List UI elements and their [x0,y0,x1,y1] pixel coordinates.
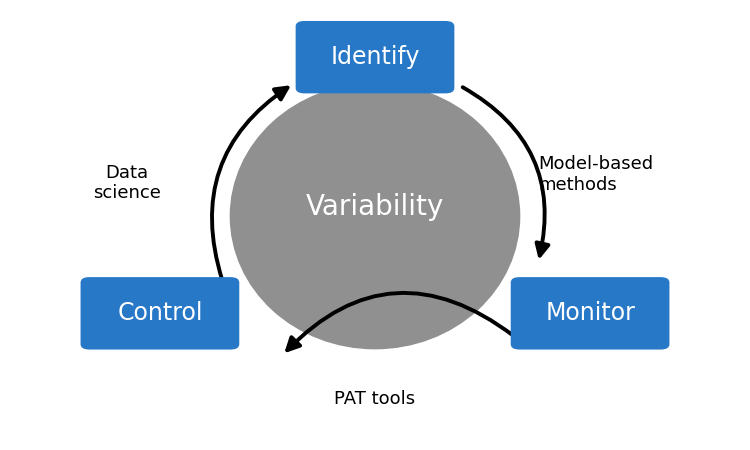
Text: PAT tools: PAT tools [334,391,416,409]
FancyBboxPatch shape [296,21,454,94]
Text: Monitor: Monitor [545,302,635,325]
Ellipse shape [230,84,520,349]
Text: Data
science: Data science [92,164,160,202]
Text: Model-based
methods: Model-based methods [538,155,653,194]
Text: Identify: Identify [330,45,420,69]
Text: Control: Control [117,302,202,325]
FancyBboxPatch shape [80,277,239,350]
FancyBboxPatch shape [511,277,670,350]
Text: Variability: Variability [306,194,444,221]
